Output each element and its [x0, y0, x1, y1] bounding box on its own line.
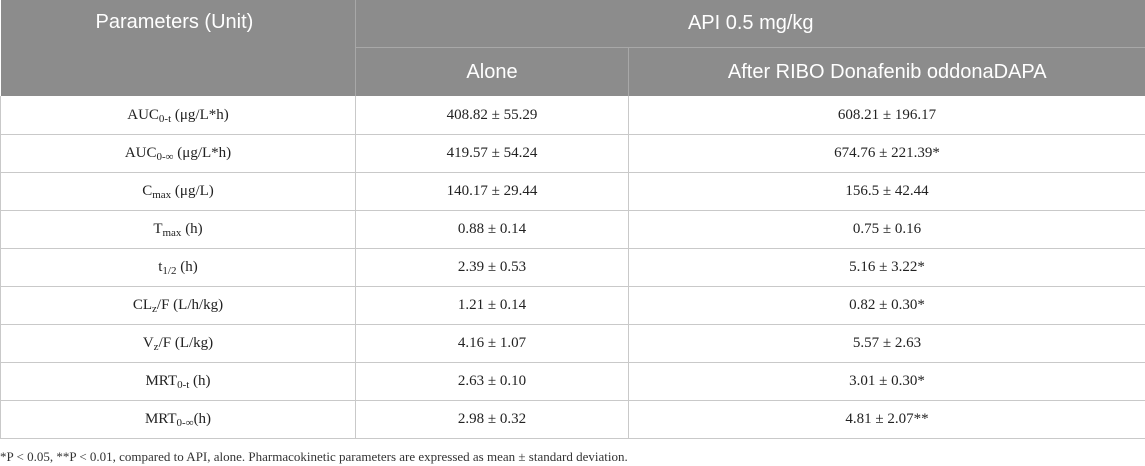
header-row-subcolumns: Alone After RIBO Donafenib oddonaDAPA [1, 47, 1145, 96]
header-row-group: Parameters (Unit) API 0.5 mg/kg [0, 0, 1145, 96]
after-value-cell: 5.16 ± 3.22* [628, 248, 1145, 287]
header-after: After RIBO Donafenib oddonaDAPA [628, 47, 1145, 96]
after-value-cell: 0.75 ± 0.16 [628, 210, 1145, 249]
parameter-cell: CLz/F (L/h/kg) [0, 286, 356, 325]
parameter-cell: Vz/F (L/kg) [0, 324, 356, 363]
after-value-cell: 156.5 ± 42.44 [628, 172, 1145, 211]
parameter-cell: Cmax (μg/L) [0, 172, 356, 211]
alone-value-cell: 1.21 ± 0.14 [355, 286, 629, 325]
alone-value-cell: 2.98 ± 0.32 [355, 400, 629, 439]
table-footnote: *P < 0.05, **P < 0.01, compared to API, … [0, 449, 628, 464]
after-value-cell: 608.21 ± 196.17 [628, 96, 1145, 135]
pk-parameters-table-container: Parameters (Unit) API 0.5 mg/kg Alone Af… [0, 0, 1145, 439]
table-row: AUC0-∞ (μg/L*h) 419.57 ± 54.24 674.76 ± … [0, 134, 1145, 173]
alone-value-cell: 140.17 ± 29.44 [355, 172, 629, 211]
after-value-cell: 5.57 ± 2.63 [628, 324, 1145, 363]
alone-value-cell: 0.88 ± 0.14 [355, 210, 629, 249]
table-row: MRT0-t (h) 2.63 ± 0.10 3.01 ± 0.30* [0, 362, 1145, 401]
table-body: AUC0-t (μg/L*h) 408.82 ± 55.29 608.21 ± … [0, 96, 1145, 439]
after-value-cell: 674.76 ± 221.39* [628, 134, 1145, 173]
header-dose-group: API 0.5 mg/kg [355, 0, 1145, 48]
table-row: Cmax (μg/L) 140.17 ± 29.44 156.5 ± 42.44 [0, 172, 1145, 211]
parameter-cell: MRT0-t (h) [0, 362, 356, 401]
table-row: CLz/F (L/h/kg) 1.21 ± 0.14 0.82 ± 0.30* [0, 286, 1145, 325]
header-alone: Alone [355, 47, 629, 96]
alone-value-cell: 419.57 ± 54.24 [355, 134, 629, 173]
table-row: Tmax (h) 0.88 ± 0.14 0.75 ± 0.16 [0, 210, 1145, 249]
parameter-cell: AUC0-∞ (μg/L*h) [0, 134, 356, 173]
pk-parameters-table: Parameters (Unit) API 0.5 mg/kg Alone Af… [0, 0, 1145, 439]
parameter-cell: MRT0-∞(h) [0, 400, 356, 439]
table-row: Vz/F (L/kg) 4.16 ± 1.07 5.57 ± 2.63 [0, 324, 1145, 363]
after-value-cell: 0.82 ± 0.30* [628, 286, 1145, 325]
alone-value-cell: 4.16 ± 1.07 [355, 324, 629, 363]
table-row: AUC0-t (μg/L*h) 408.82 ± 55.29 608.21 ± … [0, 96, 1145, 135]
parameter-cell: AUC0-t (μg/L*h) [0, 96, 356, 135]
after-value-cell: 4.81 ± 2.07** [628, 400, 1145, 439]
after-value-cell: 3.01 ± 0.30* [628, 362, 1145, 401]
header-parameters: Parameters (Unit) [0, 0, 356, 96]
table-row: MRT0-∞(h) 2.98 ± 0.32 4.81 ± 2.07** [0, 400, 1145, 439]
table-header: Parameters (Unit) API 0.5 mg/kg Alone Af… [0, 0, 1145, 96]
alone-value-cell: 2.39 ± 0.53 [355, 248, 629, 287]
alone-value-cell: 408.82 ± 55.29 [355, 96, 629, 135]
parameter-cell: t1/2 (h) [0, 248, 356, 287]
alone-value-cell: 2.63 ± 0.10 [355, 362, 629, 401]
table-row: t1/2 (h) 2.39 ± 0.53 5.16 ± 3.22* [0, 248, 1145, 287]
parameter-cell: Tmax (h) [0, 210, 356, 249]
